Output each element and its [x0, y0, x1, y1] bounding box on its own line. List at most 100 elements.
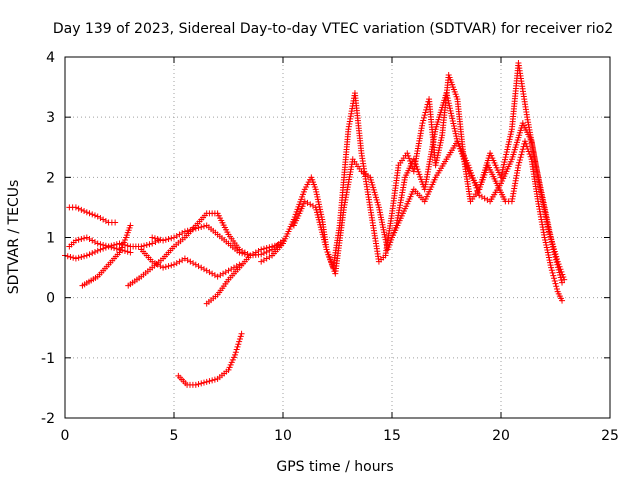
data-point	[543, 242, 550, 249]
x-axis-label: GPS time / hours	[276, 459, 393, 475]
data-point	[421, 112, 428, 119]
data-point	[190, 260, 197, 267]
data-point	[544, 249, 551, 256]
data-point	[211, 376, 218, 383]
y-tick-label: 3	[46, 110, 55, 126]
data-point	[452, 128, 459, 135]
data-point	[551, 277, 558, 284]
data-point	[146, 241, 153, 248]
data-point	[97, 214, 104, 221]
data-point	[94, 247, 101, 254]
data-point	[507, 133, 514, 140]
data-point	[81, 235, 88, 242]
data-point	[523, 143, 530, 150]
data-point	[414, 166, 421, 173]
data-point	[228, 359, 235, 366]
data-point	[127, 249, 134, 256]
data-point	[295, 203, 302, 210]
data-point	[176, 258, 183, 265]
data-point	[187, 258, 194, 265]
y-tick-label: 0	[46, 291, 55, 307]
data-point	[91, 212, 98, 219]
data-point	[168, 262, 175, 269]
data-point	[415, 168, 422, 175]
data-point	[558, 268, 565, 275]
data-point	[121, 248, 128, 255]
data-point	[507, 131, 514, 138]
data-point	[299, 191, 306, 198]
data-point	[373, 196, 380, 203]
data-point	[220, 270, 227, 277]
data-point	[258, 258, 265, 265]
data-point	[271, 242, 278, 249]
data-point	[78, 254, 85, 261]
data-point	[468, 172, 475, 179]
data-point	[434, 152, 441, 159]
data-point	[312, 186, 319, 193]
data-point	[474, 187, 481, 194]
data-point	[516, 159, 523, 166]
data-point	[91, 239, 98, 246]
data-point	[203, 267, 210, 274]
data-point	[452, 130, 459, 137]
data-point	[266, 254, 273, 261]
data-point	[307, 201, 314, 208]
y-tick-label: 2	[46, 170, 55, 186]
data-point	[552, 251, 559, 258]
data-point	[160, 237, 167, 244]
data-point	[435, 149, 442, 156]
data-point	[499, 166, 506, 173]
data-point	[165, 236, 172, 243]
data-point	[192, 381, 199, 388]
data-point	[192, 225, 199, 232]
data-point	[503, 151, 510, 158]
data-point	[370, 186, 377, 193]
data-point	[404, 150, 411, 157]
data-point	[124, 242, 131, 249]
data-point	[433, 159, 440, 166]
data-point	[238, 330, 245, 337]
data-point	[561, 276, 568, 283]
data-point	[97, 241, 104, 248]
data-point	[545, 254, 552, 261]
data-point	[542, 237, 549, 244]
data-point	[410, 156, 417, 163]
data-point	[552, 280, 559, 287]
data-point	[373, 194, 380, 201]
data-point	[100, 216, 107, 223]
data-point	[559, 297, 566, 304]
data-point	[157, 236, 164, 243]
data-point	[548, 264, 555, 271]
data-point	[198, 223, 205, 230]
data-point	[229, 356, 236, 363]
data-point	[97, 246, 104, 253]
data-point	[445, 97, 452, 104]
data-point	[184, 257, 191, 264]
data-point	[515, 162, 522, 169]
data-point	[315, 201, 322, 208]
data-point	[547, 259, 554, 266]
data-point	[143, 242, 150, 249]
data-point	[266, 244, 273, 251]
data-point	[102, 242, 109, 249]
data-point	[314, 196, 321, 203]
data-point	[160, 264, 167, 271]
data-point	[448, 112, 455, 119]
data-point	[171, 261, 177, 268]
data-point	[450, 123, 457, 130]
data-point	[518, 151, 525, 158]
data-point	[162, 263, 169, 270]
data-point	[553, 283, 560, 290]
data-point	[255, 248, 262, 255]
data-point	[309, 202, 316, 209]
data-point	[86, 251, 93, 258]
data-point	[118, 244, 125, 251]
data-point	[83, 234, 90, 241]
data-point	[119, 242, 126, 249]
data-point	[190, 226, 197, 233]
data-point	[544, 247, 551, 254]
data-point	[448, 110, 455, 117]
data-point	[89, 237, 96, 244]
data-point	[162, 236, 169, 243]
